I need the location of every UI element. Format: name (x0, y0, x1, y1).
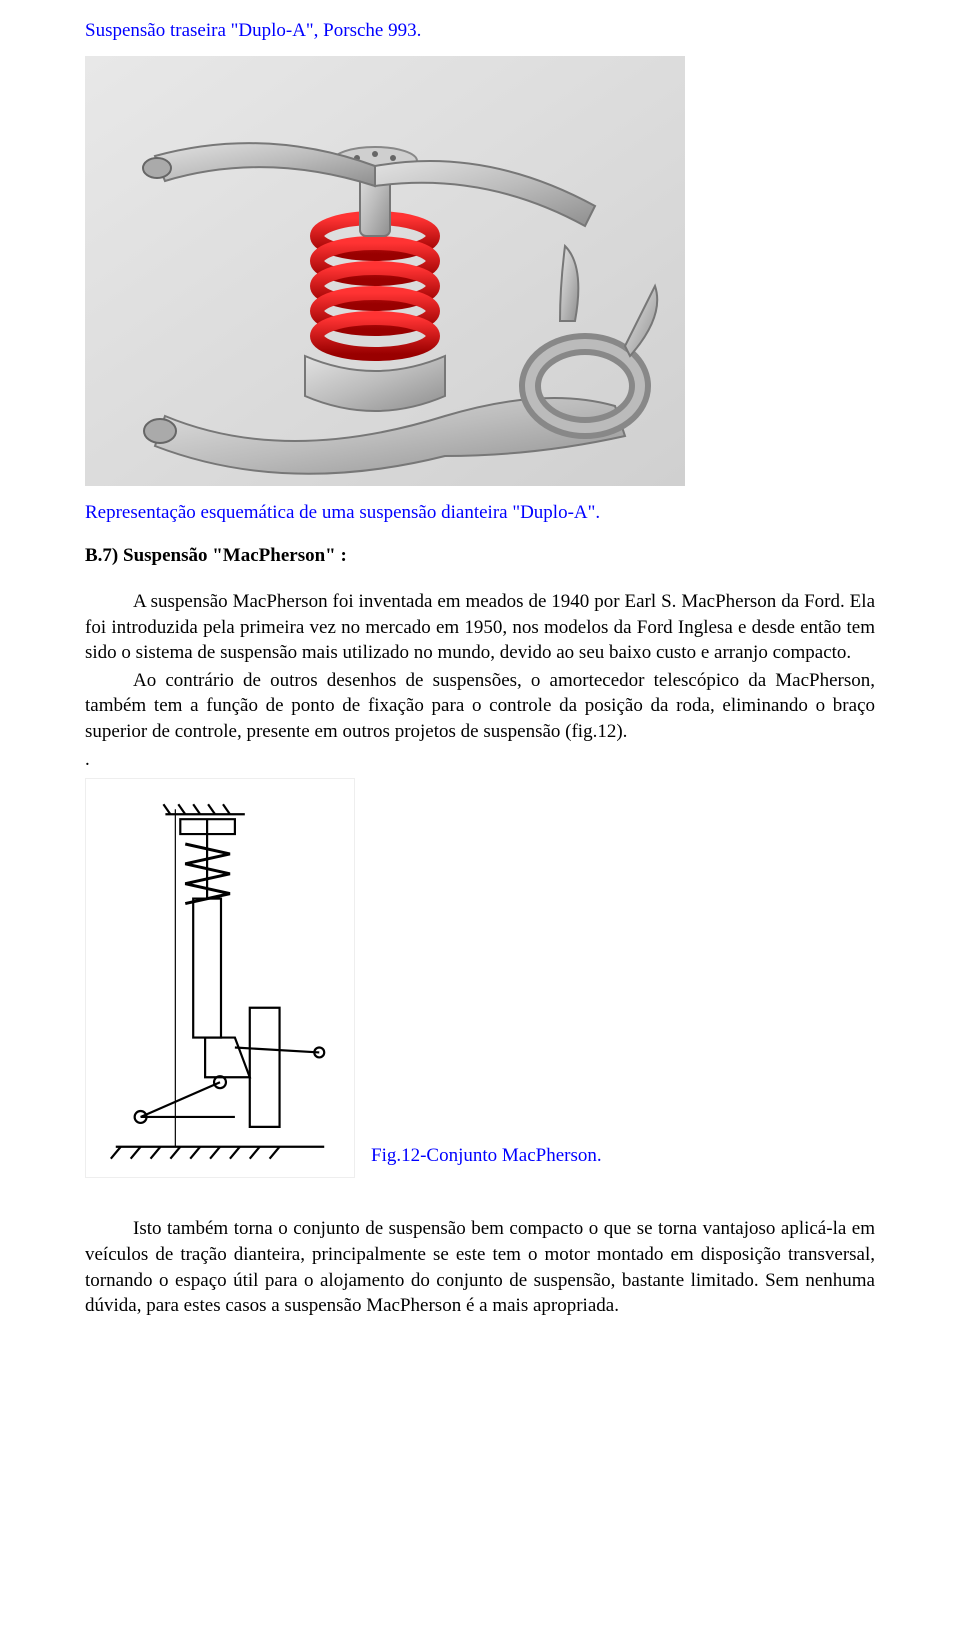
section-heading-b7: B.7) Suspensão "MacPherson" : (85, 543, 875, 569)
macpherson-line-svg (86, 779, 354, 1177)
spacer (85, 1188, 875, 1216)
paragraph-function: Ao contrário de outros desenhos de suspe… (85, 668, 875, 745)
caption-top: Suspensão traseira "Duplo-A", Porsche 99… (85, 18, 875, 44)
caption-mid: Representação esquemática de uma suspens… (85, 500, 875, 526)
caption-fig12: Fig.12-Conjunto MacPherson. (371, 1143, 602, 1169)
figure-row-fig12: Fig.12-Conjunto MacPherson. (85, 774, 875, 1188)
figure-double-a-suspension (85, 56, 685, 486)
figure-macpherson-schematic (85, 778, 355, 1178)
dot-marker: . (85, 747, 875, 773)
suspension-3d-svg (85, 56, 685, 486)
paragraph-compact: Isto também torna o conjunto de suspensã… (85, 1216, 875, 1319)
paragraph-intro: A suspensão MacPherson foi inventada em … (85, 589, 875, 666)
coil-spring-icon (317, 218, 433, 354)
